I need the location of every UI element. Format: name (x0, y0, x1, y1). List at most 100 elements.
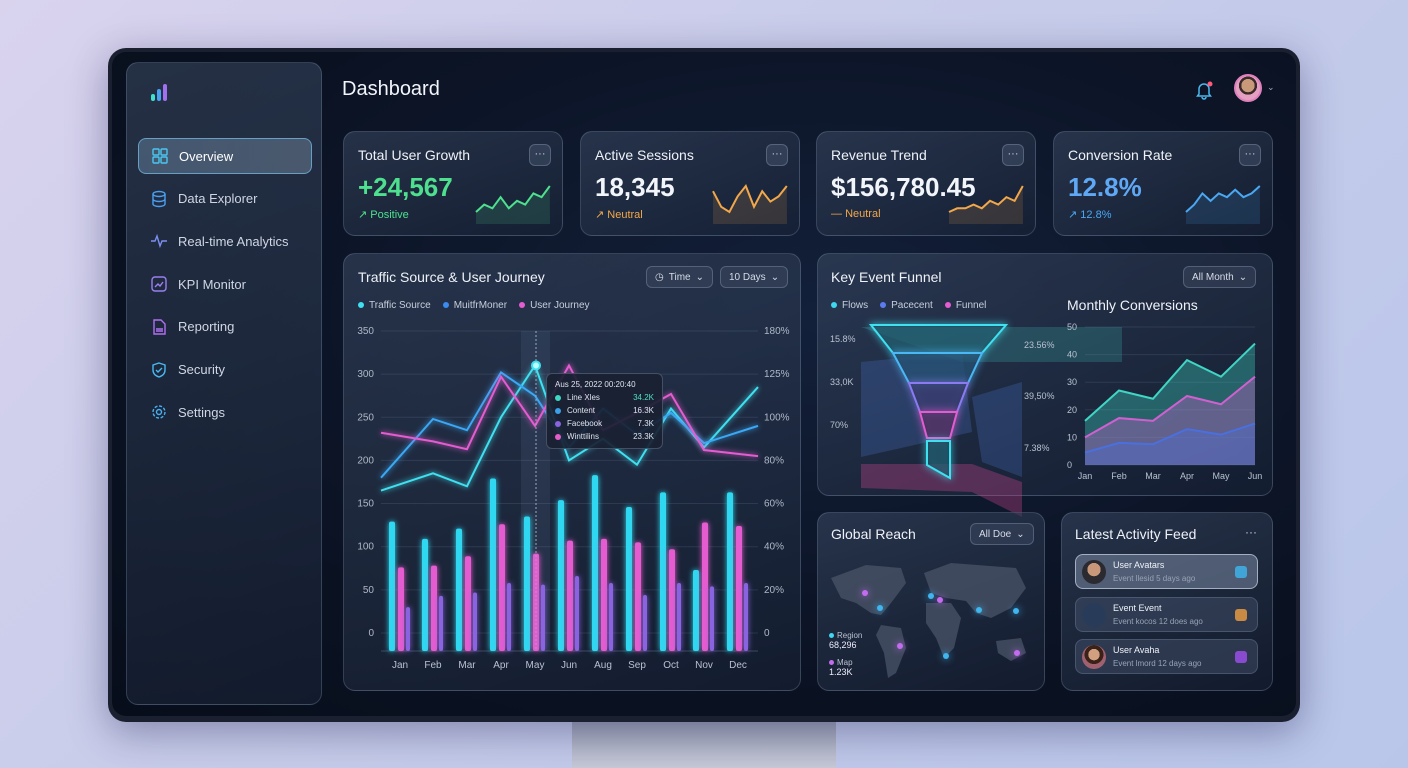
kpi-status: ↗ Positive (358, 209, 409, 221)
funnel-range-dropdown[interactable]: All Month ⌄ (1183, 266, 1257, 288)
bar-apr (490, 478, 496, 651)
activity-item[interactable]: User Avaha Event lmord 12 days ago (1075, 639, 1258, 674)
range-label: 10 Days (729, 271, 766, 283)
bar-dec (727, 492, 733, 651)
bar-dec (736, 525, 742, 651)
legend-item[interactable]: User Journey (519, 300, 590, 311)
bell-icon[interactable] (1194, 80, 1214, 100)
funnel-right-label: 39,50% (1024, 391, 1055, 401)
y-tick-label: 20 (1067, 405, 1077, 415)
sidebar-item-data-explorer[interactable]: Data Explorer (138, 181, 312, 217)
legend-item[interactable]: Pacecent (880, 300, 933, 311)
range-dropdown[interactable]: 10 Days ⌄ (720, 266, 789, 288)
bar-jun (575, 576, 579, 651)
user-avatar[interactable] (1234, 74, 1262, 102)
kpi-status: — Neutral (831, 208, 881, 220)
time-label: Time (668, 271, 691, 283)
funnel-left-label: 15.8% (830, 334, 856, 344)
kpi-sparkline (475, 185, 551, 224)
sidebar-item-security[interactable]: Security (138, 352, 312, 388)
more-options-button[interactable]: ··· (1245, 525, 1257, 539)
y2-tick-label: 180% (764, 326, 790, 337)
calendar-icon (1082, 602, 1106, 627)
x-tick-label: Jan (392, 660, 408, 671)
activity-title: Latest Activity Feed (1075, 526, 1197, 542)
global-range-dropdown[interactable]: All Doe ⌄ (970, 523, 1034, 545)
y-tick-label: 50 (363, 585, 375, 596)
legend-item[interactable]: Traffic Source (358, 300, 431, 311)
sidebar-item-reporting[interactable]: Reporting (138, 309, 312, 345)
activity-subtitle: Event kocos 12 does ago (1113, 616, 1203, 626)
y-tick-label: 300 (357, 369, 374, 380)
line-traffic-source (380, 363, 759, 492)
sidebar-item-real-time-analytics[interactable]: Real-time Analytics (138, 223, 312, 259)
chevron-down-icon: ⌄ (1016, 528, 1025, 540)
x-tick-label: Apr (493, 660, 509, 671)
line-series-1 (1084, 375, 1256, 439)
page-title: Dashboard (342, 78, 440, 100)
legend-item[interactable]: MuitfrMoner (442, 300, 507, 311)
kpi-card-revenue-trend: Revenue Trend ··· $156,780.45 — Neutral (816, 131, 1036, 236)
x-tick-label: Oct (663, 660, 679, 671)
funnel-stage (868, 324, 1009, 354)
monthly-conversions-title: Monthly Conversions (1067, 297, 1198, 313)
activity-item[interactable]: Event Event Event kocos 12 does ago (1075, 596, 1258, 632)
map-marker (976, 607, 982, 613)
global-range-label: All Doe (979, 528, 1012, 540)
arrow-up-right-icon: ↗ (595, 209, 605, 221)
legend-item[interactable]: Funnel (944, 300, 986, 311)
x-tick-label: Dec (729, 660, 747, 671)
time-dropdown[interactable]: ◷ Time ⌄ (646, 266, 713, 288)
shield-icon (152, 361, 166, 378)
sidebar-item-overview[interactable]: Overview (138, 138, 312, 174)
sidebar: Overview Data Explorer Real-time Analytics… (126, 62, 322, 705)
kpi-value: +24,567 (358, 172, 453, 202)
funnel-legend: Flows Pacecent Funnel (831, 300, 986, 311)
funnel-stage (926, 440, 951, 480)
activity-item[interactable]: User Avatars Event llesid 5 days ago (1075, 554, 1258, 589)
more-options-button[interactable]: ··· (529, 144, 551, 166)
activity-title: User Avatars (1113, 560, 1165, 570)
bar-sep (635, 542, 641, 651)
kpi-chart-icon (151, 276, 167, 292)
activity-title: User Avaha (1113, 645, 1160, 655)
more-options-button[interactable]: ··· (1002, 144, 1024, 166)
dash-icon: — (831, 208, 842, 220)
bar-aug (592, 475, 598, 651)
sidebar-item-settings[interactable]: Settings (138, 394, 312, 430)
y2-tick-label: 0 (764, 628, 770, 639)
puzzle-icon (1235, 651, 1247, 663)
legend-item[interactable]: Flows (831, 300, 868, 311)
more-options-button[interactable]: ··· (766, 144, 788, 166)
map-marker (943, 653, 949, 659)
bar-may (541, 584, 545, 651)
kpi-card-active-sessions: Active Sessions ··· 18,345 ↗ Neutral (580, 131, 800, 236)
map-marker (1013, 608, 1019, 614)
activity-subtitle: Event llesid 5 days ago (1113, 574, 1196, 583)
bar-apr (507, 582, 511, 651)
bar-feb (431, 565, 437, 651)
traffic-title: Traffic Source & User Journey (358, 269, 545, 285)
sidebar-item-kpi-monitor[interactable]: KPI Monitor (138, 266, 312, 302)
x-tick-label: Jan (1078, 471, 1093, 481)
kpi-sparkline (712, 184, 788, 224)
x-tick-label: Sep (628, 660, 646, 671)
funnel-stage (918, 411, 959, 439)
avatar (1082, 560, 1106, 584)
brush-icon (1235, 608, 1247, 621)
kpi-card-total-user-growth: Total User Growth ··· +24,567 ↗ Positive (343, 131, 563, 236)
more-options-button[interactable]: ··· (1239, 144, 1261, 166)
x-tick-label: Feb (424, 660, 442, 671)
clock-icon: ◷ (655, 271, 664, 283)
sidebar-item-label: Data Explorer (178, 191, 258, 207)
bar-apr (499, 524, 505, 651)
y-tick-label: 350 (357, 326, 374, 337)
funnel-stage (907, 382, 970, 413)
x-tick-label: Mar (458, 660, 476, 671)
kpi-sparkline (948, 185, 1024, 224)
chevron-down-icon[interactable]: ⌄ (1267, 82, 1275, 92)
bar-mar (456, 528, 462, 651)
map-marker (877, 605, 883, 611)
line-series-0 (1084, 342, 1256, 422)
y-tick-label: 150 (357, 499, 374, 510)
